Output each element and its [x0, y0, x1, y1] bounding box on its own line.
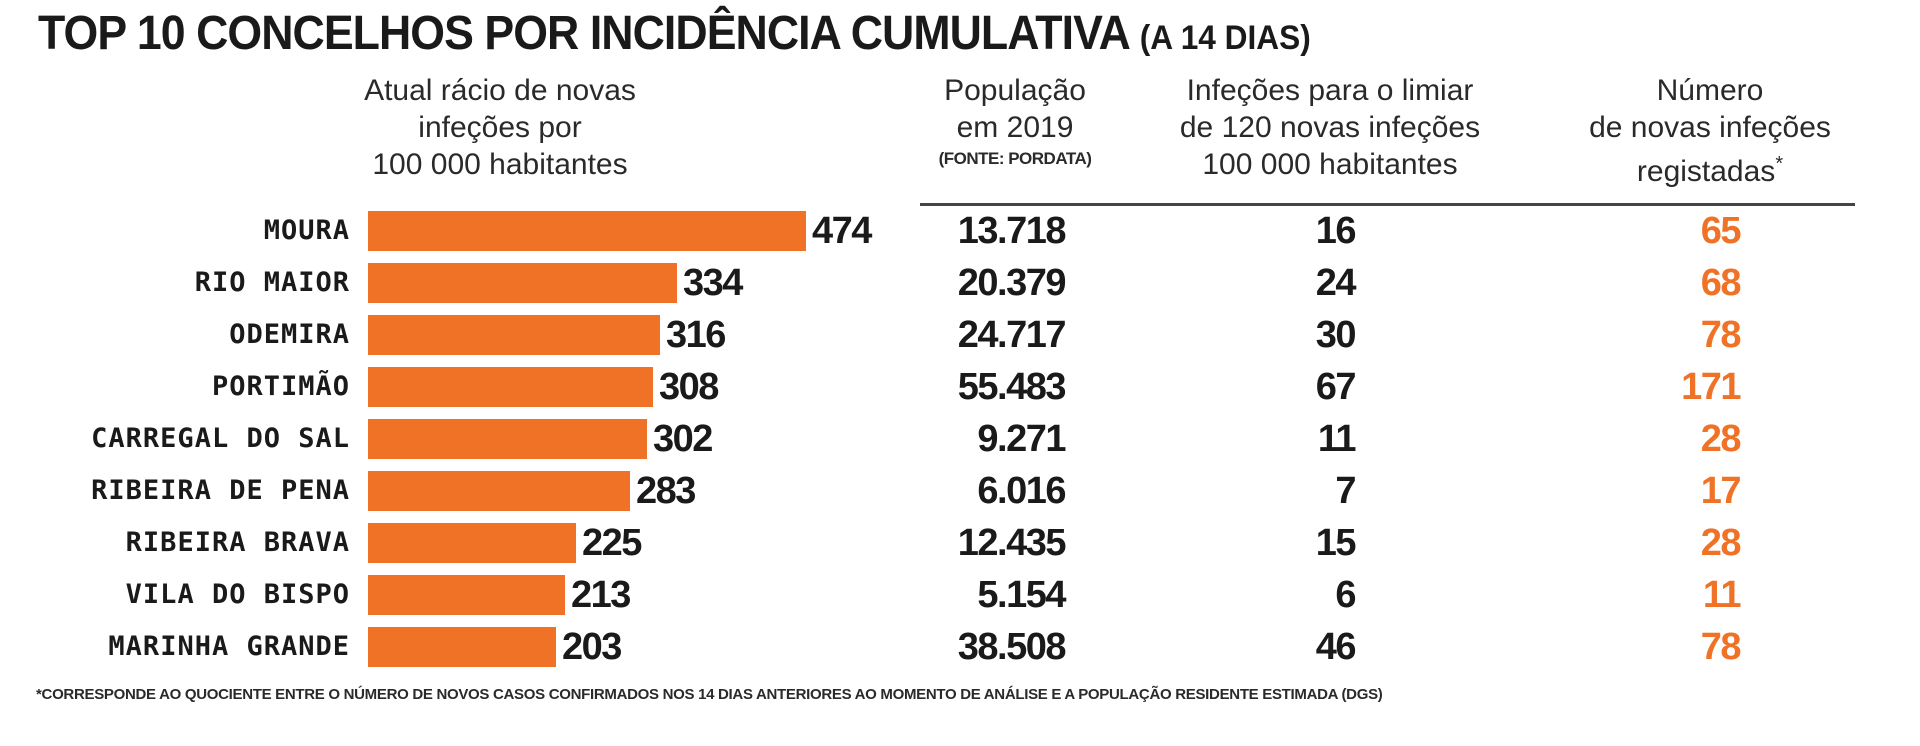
threshold-value: 16 — [1315, 210, 1357, 252]
bar — [368, 523, 576, 563]
row-label: MARINHA GRANDE — [108, 631, 350, 662]
chart-title: TOP 10 CONCELHOS POR INCIDÊNCIA CUMULATI… — [38, 6, 1311, 61]
population-value: 38.508 — [957, 626, 1067, 668]
bar-value: 308 — [659, 366, 719, 408]
new-cases-value: 11 — [1702, 574, 1742, 616]
threshold-value: 15 — [1315, 522, 1357, 564]
population-value: 13.718 — [957, 210, 1067, 252]
bar-value: 474 — [812, 210, 872, 252]
header-rate-line3: 100 000 habitantes — [372, 148, 628, 181]
bar-value: 316 — [666, 314, 726, 356]
row-label: VILA DO BISPO — [125, 579, 350, 610]
threshold-value: 24 — [1315, 262, 1357, 304]
header-count-asterisk: * — [1775, 153, 1784, 175]
bar — [368, 211, 806, 251]
new-cases-value: 171 — [1681, 366, 1741, 408]
threshold-value: 7 — [1335, 470, 1356, 512]
header-count-line2: de novas infeções — [1589, 111, 1831, 144]
header-threshold-line3: 100 000 habitantes — [1202, 148, 1458, 181]
chart-title-main: TOP 10 CONCELHOS POR INCIDÊNCIA CUMULATI… — [38, 7, 1129, 60]
bar — [368, 575, 565, 615]
bar-value: 213 — [571, 574, 631, 616]
bar-value: 203 — [562, 626, 622, 668]
header-population-line2: em 2019 — [956, 111, 1074, 144]
population-value: 9.271 — [977, 418, 1066, 460]
threshold-value: 6 — [1335, 574, 1356, 616]
population-value: 55.483 — [957, 366, 1067, 408]
threshold-value: 30 — [1315, 314, 1357, 356]
header-threshold-line2: de 120 novas infeções — [1179, 111, 1481, 144]
header-threshold: Infeções para o limiar de 120 novas infe… — [1140, 72, 1520, 183]
header-rate-line2: infeções por — [418, 111, 582, 144]
bar — [368, 263, 677, 303]
row-label: RIBEIRA DE PENA — [91, 475, 350, 506]
bar — [368, 315, 660, 355]
row-label: MOURA — [263, 215, 350, 246]
population-value: 6.016 — [977, 470, 1066, 512]
population-value: 20.379 — [957, 262, 1067, 304]
threshold-value: 67 — [1315, 366, 1357, 408]
population-value: 5.154 — [977, 574, 1066, 616]
footnote: *CORRESPONDE AO QUOCIENTE ENTRE O NÚMERO… — [36, 686, 1383, 703]
bar-value: 302 — [653, 418, 713, 460]
threshold-value: 11 — [1317, 418, 1357, 460]
new-cases-value: 28 — [1700, 418, 1742, 460]
header-count-line1: Número — [1656, 74, 1764, 107]
bar-value: 225 — [582, 522, 642, 564]
population-value: 12.435 — [957, 522, 1067, 564]
bar-value: 283 — [636, 470, 696, 512]
bar — [368, 471, 630, 511]
new-cases-value: 28 — [1700, 522, 1742, 564]
bar — [368, 419, 647, 459]
header-count-line3: registadas* — [1540, 146, 1880, 190]
new-cases-value: 65 — [1700, 210, 1742, 252]
new-cases-value: 78 — [1700, 626, 1742, 668]
new-cases-value: 78 — [1700, 314, 1742, 356]
row-label: PORTIMÃO — [211, 371, 350, 402]
header-divider — [920, 203, 1855, 206]
new-cases-value: 17 — [1700, 470, 1742, 512]
row-label: ODEMIRA — [229, 319, 350, 350]
header-population-source: (FONTE: PORDATA) — [938, 149, 1092, 168]
new-cases-value: 68 — [1700, 262, 1742, 304]
population-value: 24.717 — [957, 314, 1067, 356]
header-count: Número de novas infeções registadas* — [1540, 72, 1880, 190]
bar — [368, 367, 653, 407]
row-label: RIBEIRA BRAVA — [125, 527, 350, 558]
chart-title-sub: (A 14 DIAS) — [1139, 19, 1311, 57]
bar — [368, 627, 556, 667]
threshold-value: 46 — [1315, 626, 1357, 668]
header-threshold-line1: Infeções para o limiar — [1186, 74, 1474, 107]
row-label: RIO MAIOR — [194, 267, 350, 298]
row-label: CARREGAL DO SAL — [91, 423, 350, 454]
header-population: População em 2019 (FONTE: PORDATA) — [915, 72, 1115, 172]
header-population-line1: População — [944, 74, 1086, 107]
bar-value: 334 — [683, 262, 743, 304]
header-rate: Atual rácio de novas infeções por 100 00… — [330, 72, 670, 183]
header-rate-line1: Atual rácio de novas — [364, 74, 636, 107]
header-count-line3-text: registadas — [1636, 155, 1776, 188]
